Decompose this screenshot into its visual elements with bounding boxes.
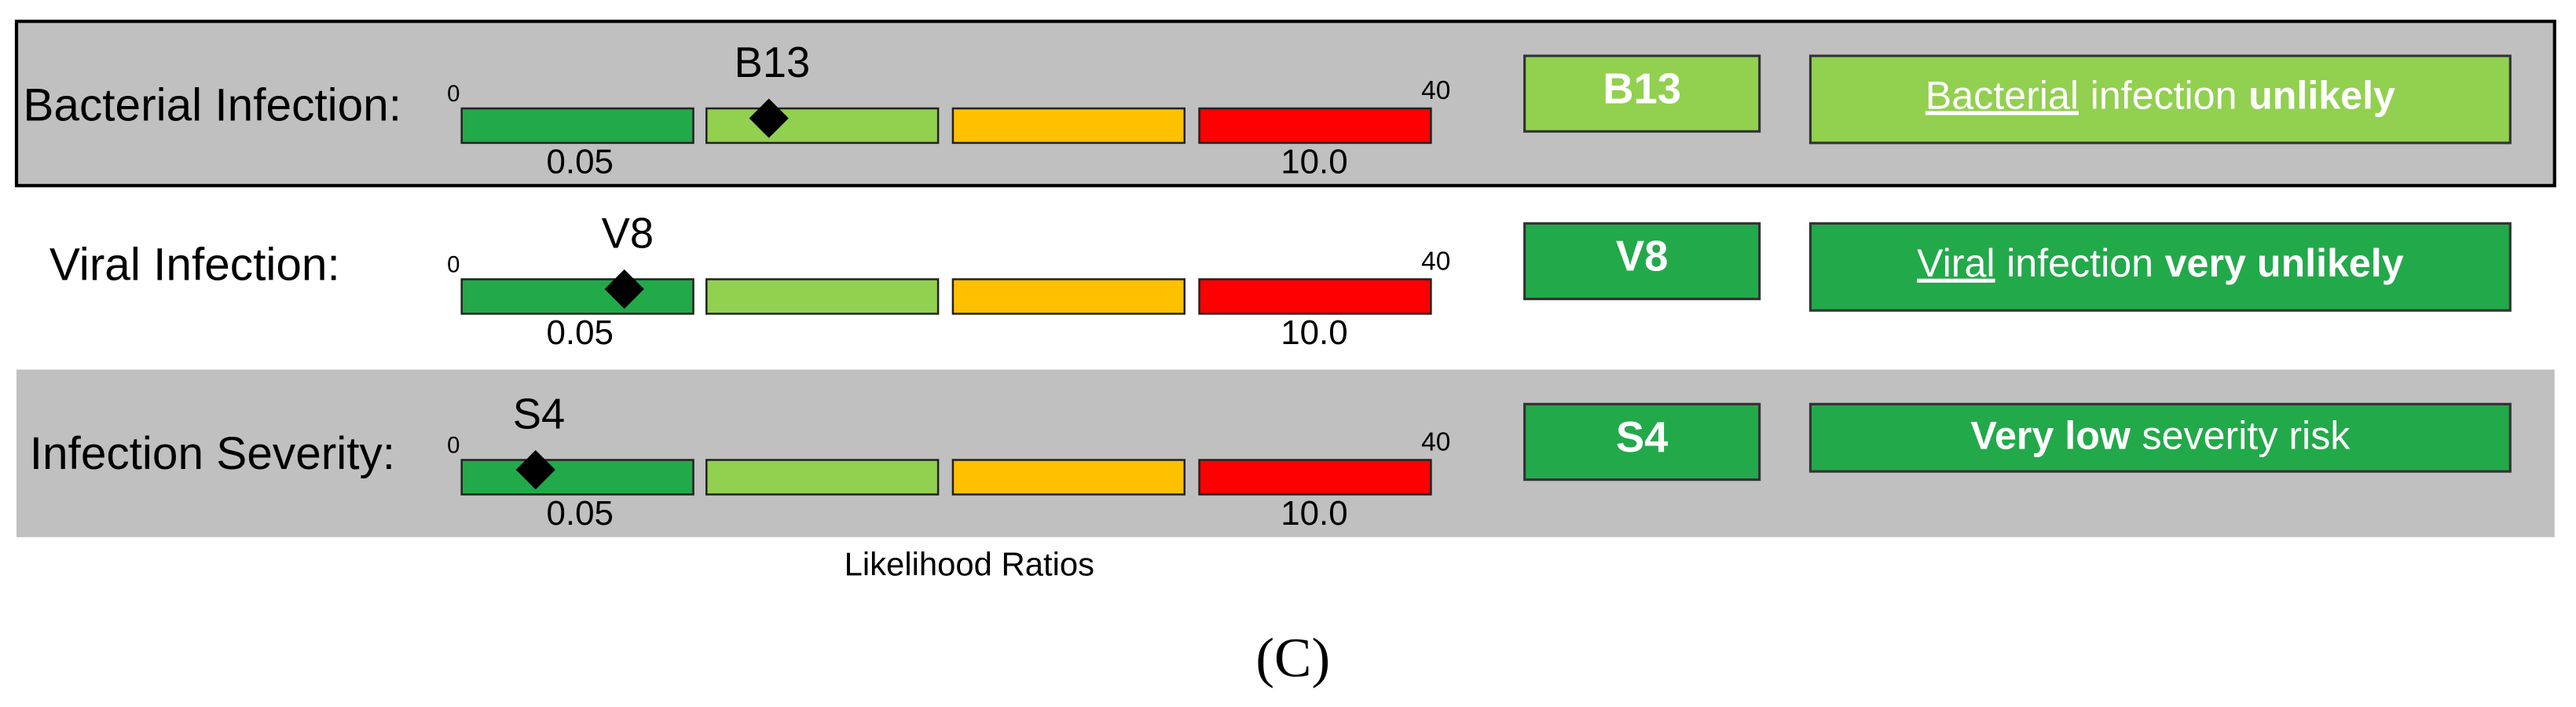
scale-segment (705, 459, 940, 496)
message-box (1808, 222, 2512, 312)
message-part: Viral (1917, 241, 1995, 285)
high-tick: 10.0 (1281, 143, 1347, 181)
low-tick: 0.05 (547, 313, 614, 352)
scale-segment (1198, 278, 1432, 315)
scale-max: 40 (1421, 76, 1450, 105)
message-part: Very low (1970, 414, 2131, 458)
scale-max: 40 (1421, 247, 1450, 276)
scale-min: 0 (447, 434, 460, 459)
message-part: infection (2006, 241, 2153, 285)
score-badge (1523, 402, 1761, 482)
row-label: Bacterial Infection: (23, 79, 401, 130)
marker (749, 98, 789, 138)
row-label: Viral Infection: (49, 239, 340, 290)
scale-segment (951, 459, 1186, 496)
score-badge-text: V8 (1616, 233, 1669, 280)
marker (604, 269, 644, 310)
score-badge-text: S4 (1616, 413, 1669, 461)
scale-segment (705, 107, 940, 145)
score-badge-text: B13 (1603, 64, 1681, 112)
score-badge (1523, 222, 1761, 301)
low-tick: 0.05 (547, 143, 614, 181)
scale-segment (1198, 107, 1432, 145)
marker-label: V8 (602, 209, 654, 257)
message: Very low severity risk (1970, 414, 2351, 458)
scale-segment (705, 278, 940, 315)
axis-label: Likelihood Ratios (845, 545, 1094, 582)
scale-min: 0 (447, 252, 460, 277)
scale-segment (951, 278, 1186, 315)
scale-segment (460, 278, 694, 315)
scale-segment (1198, 459, 1432, 496)
scale-min: 0 (447, 82, 460, 107)
caption: (C) (1255, 628, 1330, 689)
marker-label: B13 (735, 38, 811, 86)
message: Viral infection very unlikely (1917, 241, 2404, 285)
row-label: Infection Severity: (30, 428, 395, 479)
scale-segment (460, 459, 694, 496)
marker-label: S4 (513, 390, 566, 438)
high-tick: 10.0 (1281, 313, 1347, 352)
scale-segment (951, 107, 1186, 145)
message-part: Bacterial (1926, 74, 2079, 118)
message-box (1808, 54, 2512, 145)
message: Bacterial infection unlikely (1926, 74, 2395, 118)
high-tick: 10.0 (1281, 494, 1347, 533)
score-badge (1523, 54, 1761, 133)
message-box (1808, 402, 2512, 473)
scale-max: 40 (1421, 427, 1450, 456)
scale-segment (460, 107, 694, 145)
message-part: infection (2090, 74, 2237, 118)
message-part: severity risk (2142, 414, 2351, 458)
message-part: unlikely (2248, 74, 2395, 118)
message-part: very unlikely (2165, 241, 2404, 285)
low-tick: 0.05 (547, 494, 614, 533)
